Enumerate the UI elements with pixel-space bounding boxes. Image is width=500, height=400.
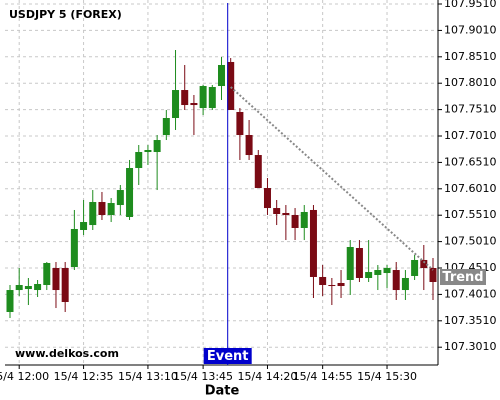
candle-body <box>162 118 170 136</box>
y-tick-label: 107.9010 <box>444 23 497 36</box>
candle-body <box>61 268 69 303</box>
x-tick-label: 15/4 13:10 <box>118 370 178 383</box>
candle-body <box>328 285 336 287</box>
candle-body <box>365 272 373 278</box>
y-tick-label: 107.9510 <box>444 0 497 10</box>
event-label: Event <box>207 349 249 364</box>
candle-body <box>208 87 216 109</box>
candle-body <box>319 276 327 286</box>
candle-body <box>429 268 437 282</box>
grid <box>5 0 438 365</box>
chart-title: USDJPY 5 (FOREX) <box>9 8 122 21</box>
y-tick-label: 107.8510 <box>444 50 497 63</box>
y-tick-label: 107.6510 <box>444 155 497 168</box>
y-tick-label: 107.8010 <box>444 76 497 89</box>
y-tick-label: 107.5010 <box>444 235 497 248</box>
marks <box>6 50 437 319</box>
candle-body <box>126 168 134 218</box>
candle-body <box>98 202 106 215</box>
x-tick-label: 15/4 12:00 <box>0 370 49 383</box>
candle-body <box>107 203 115 215</box>
x-tick-label: 15/4 12:35 <box>54 370 114 383</box>
candle-body <box>6 290 14 312</box>
x-axis-title: Date <box>205 384 240 399</box>
candle-body <box>218 64 225 87</box>
candle-body <box>135 152 143 169</box>
candle-body <box>420 259 428 269</box>
candle-body <box>309 209 317 277</box>
candle-body <box>300 211 308 228</box>
candle-body <box>144 150 152 153</box>
y-tick-label: 107.3010 <box>444 340 497 353</box>
candle-body <box>227 61 235 110</box>
trend-line <box>230 86 434 271</box>
candle-body <box>181 90 189 106</box>
x-tick-label: 15/4 14:20 <box>238 370 298 383</box>
candle-body <box>254 155 262 189</box>
event-label-box <box>203 348 252 364</box>
candle-body <box>172 90 180 119</box>
candle-body <box>374 270 382 275</box>
x-tick-label: 15/4 13:45 <box>173 370 233 383</box>
candle-body <box>116 190 124 206</box>
candle-body <box>392 270 400 291</box>
candle-body <box>411 259 419 276</box>
candle-body <box>15 285 23 291</box>
candle-body <box>52 268 60 291</box>
candle-body <box>291 214 299 228</box>
y-tick-label: 107.6010 <box>444 182 497 195</box>
watermark: www.delkos.com <box>15 347 119 360</box>
trend-label: Trend <box>442 270 483 285</box>
candle-body <box>24 286 32 290</box>
y-tick-label: 107.4010 <box>444 287 497 300</box>
trend-label-box <box>440 269 486 286</box>
candle-body <box>346 246 354 280</box>
candle-body <box>199 86 207 109</box>
candle-body <box>34 284 42 291</box>
y-tick-label: 107.3510 <box>444 314 497 327</box>
candle-body <box>89 202 97 226</box>
y-tick-label: 107.5510 <box>444 208 497 221</box>
candle-body <box>153 140 161 153</box>
candle-body <box>245 135 253 156</box>
x-tick-label: 15/4 14:55 <box>293 370 353 383</box>
candle-body <box>190 103 198 106</box>
candle-body <box>383 268 391 274</box>
candle-body <box>263 188 271 209</box>
candle-body <box>273 208 281 214</box>
candle-body <box>80 222 88 230</box>
candle-body <box>70 228 78 268</box>
candle-body <box>282 212 290 215</box>
candle-body <box>401 277 409 291</box>
candle-body <box>43 262 51 286</box>
y-tick-label: 107.7010 <box>444 129 497 142</box>
y-tick-label: 107.7510 <box>444 103 497 116</box>
x-tick-label: 15/4 15:30 <box>357 370 417 383</box>
candle-body <box>236 111 244 136</box>
candle-body <box>355 247 363 278</box>
candle-body <box>337 283 345 287</box>
